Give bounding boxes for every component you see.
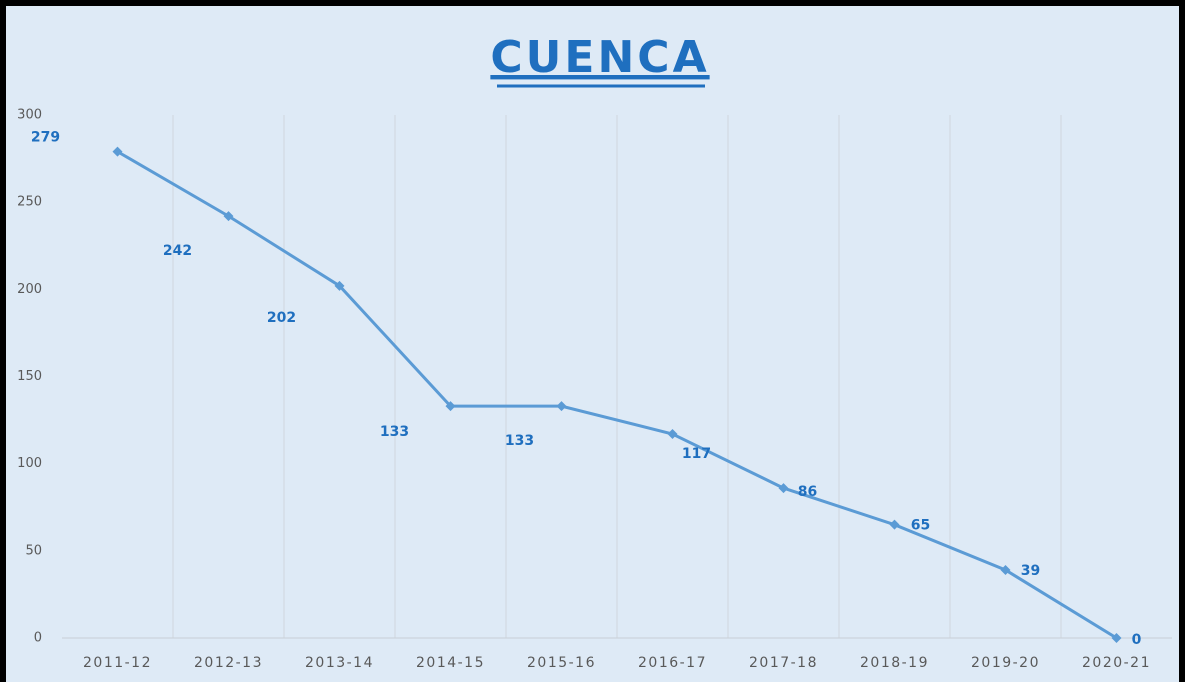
x-tick-label: 2015-16: [527, 655, 596, 671]
data-label: 202: [267, 310, 296, 326]
data-label: 0: [1132, 632, 1142, 648]
x-tick-label: 2017-18: [749, 655, 818, 671]
line: [116, 150, 1118, 640]
data-label: 133: [505, 433, 534, 449]
x-tick-label: 2016-17: [638, 655, 707, 671]
chart-title: CUENCA: [490, 32, 709, 83]
data-label: 39: [1021, 563, 1040, 579]
x-tick-label: 2013-14: [305, 655, 374, 671]
marker: [334, 280, 345, 291]
marker: [667, 429, 678, 440]
x-tick-label: 2019-20: [971, 655, 1040, 671]
y-tick-label: 300: [17, 108, 42, 123]
data-label: 279: [31, 130, 60, 146]
marker: [778, 483, 789, 494]
y-tick-label: 150: [17, 369, 42, 384]
marker: [556, 401, 567, 412]
x-tick-label: 2018-19: [860, 655, 929, 671]
data-label: 117: [682, 446, 711, 462]
marker: [889, 519, 900, 530]
x-tick-label: 2020-21: [1082, 655, 1151, 671]
y-tick-label: 200: [17, 282, 42, 297]
data-label: 242: [163, 243, 192, 259]
marker: [223, 211, 234, 222]
y-tick-label: 0: [34, 631, 42, 646]
x-tick-label: 2014-15: [416, 655, 485, 671]
marker: [1111, 633, 1122, 643]
data-label: 133: [380, 424, 409, 440]
x-tick-label: 2012-13: [194, 655, 263, 671]
y-tick-label: 100: [17, 456, 42, 471]
x-tick-label: 2011-12: [83, 655, 152, 671]
data-label: 86: [798, 484, 817, 500]
marker: [445, 401, 456, 412]
data-label: 65: [911, 518, 930, 534]
marker: [1000, 565, 1011, 576]
marker: [112, 146, 123, 157]
y-tick-label: 50: [25, 543, 42, 558]
y-tick-label: 250: [17, 195, 42, 210]
